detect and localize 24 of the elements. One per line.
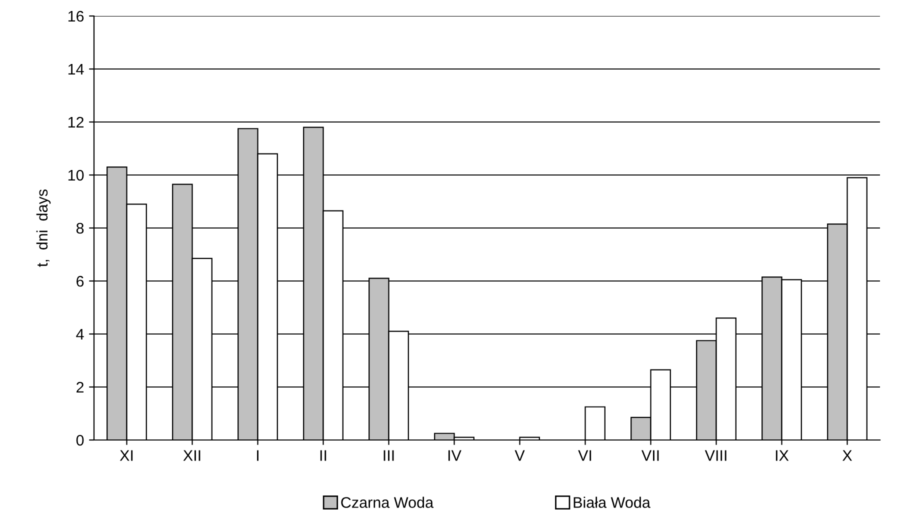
legend-label: Biała Woda: [574, 496, 650, 508]
x-tick-label: V: [514, 450, 525, 461]
x-tick-label: IX: [776, 450, 789, 461]
y-tick-label: 8: [76, 222, 84, 234]
x-tick-label: VIII: [704, 450, 726, 461]
y-tick-label: 10: [68, 170, 84, 181]
x-tick-label: III: [384, 450, 394, 461]
y-tick-label: 2: [76, 382, 84, 393]
y-tick-label: 0: [76, 434, 84, 446]
y-tick-label: 14: [68, 64, 84, 75]
y-tick-label: 4: [76, 329, 84, 340]
x-tick-label: VII: [641, 450, 659, 461]
x-tick-label: XI: [120, 450, 133, 461]
y-tick-label: 12: [68, 116, 84, 128]
y-tick-label: 16: [68, 10, 84, 22]
legend-label: Czarna Woda: [341, 496, 434, 508]
x-tick-label: XII: [183, 450, 200, 461]
x-tick-label: VI: [578, 450, 592, 461]
x-tick-label: II: [320, 450, 326, 461]
x-tick-label: I: [257, 450, 258, 461]
y-tick-label: 6: [76, 276, 84, 287]
x-tick-label: IV: [448, 450, 462, 461]
y-axis-title: t, dni days: [36, 189, 51, 267]
x-tick-label: X: [842, 450, 852, 461]
